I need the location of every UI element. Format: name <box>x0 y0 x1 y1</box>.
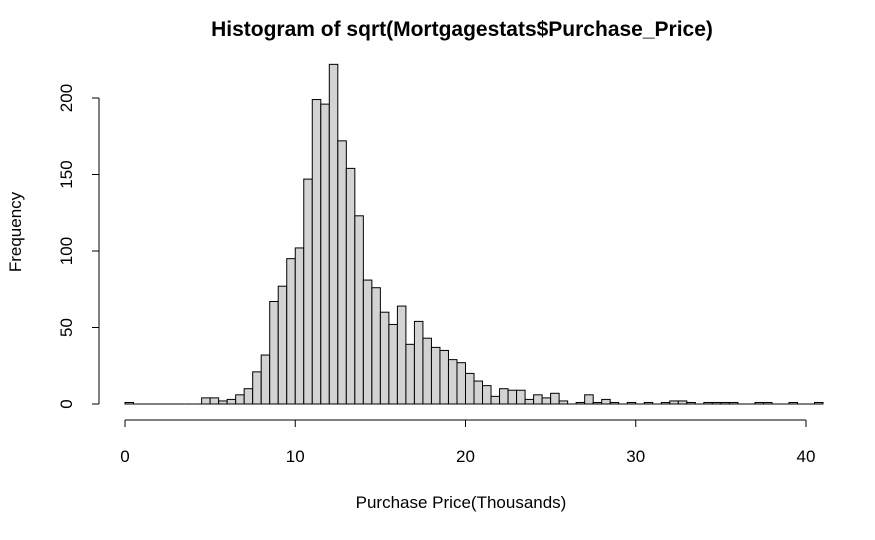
histogram-bar <box>711 401 722 405</box>
histogram-bar <box>396 305 407 405</box>
histogram-bar <box>584 394 594 405</box>
histogram-bar <box>243 388 254 405</box>
histogram-bar <box>524 398 535 405</box>
y-tick-label: 100 <box>57 237 76 265</box>
histogram-bar <box>754 401 764 405</box>
histogram-bar <box>413 320 424 405</box>
histogram-bar <box>422 337 432 405</box>
x-tick-label: 30 <box>626 447 645 466</box>
x-tick-label: 10 <box>286 447 305 466</box>
histogram-bar <box>788 401 798 405</box>
y-tick-label: 200 <box>57 84 76 112</box>
x-tick-label: 20 <box>456 447 475 466</box>
histogram-bar <box>218 400 228 405</box>
x-tick-label: 0 <box>120 447 129 466</box>
y-tick-label: 50 <box>57 318 76 337</box>
chart-title: Histogram of sqrt(Mortgagestats$Purchase… <box>211 18 713 41</box>
histogram-bar <box>720 401 730 405</box>
histogram-bar <box>362 279 373 405</box>
histogram-bar <box>430 346 441 405</box>
histogram-bar <box>703 401 713 405</box>
histogram-bar <box>252 371 262 405</box>
histogram-bar <box>226 398 237 405</box>
histogram-bar <box>728 401 739 405</box>
histogram-bar <box>345 167 356 405</box>
y-axis-label: Frequency <box>6 191 25 272</box>
histogram-bar <box>669 400 679 405</box>
histogram-bar <box>277 285 288 405</box>
histogram-bar <box>609 401 620 405</box>
y-axis: 0 50 100 150 200 <box>57 84 100 409</box>
histogram-bar <box>371 287 381 405</box>
histogram-bar <box>541 397 552 405</box>
x-axis: 0 10 20 30 40 <box>120 419 816 466</box>
histogram-bar <box>286 258 296 405</box>
histogram-bar <box>337 140 347 405</box>
histogram-bar <box>482 385 492 405</box>
histogram-bar <box>201 397 211 405</box>
histogram-bar <box>439 349 449 405</box>
histogram-bar <box>294 247 305 405</box>
x-tick-label: 40 <box>797 447 816 466</box>
histogram-bar <box>456 362 466 405</box>
histogram-bar <box>643 401 654 405</box>
histogram-bar <box>388 323 398 405</box>
histogram-bar <box>814 401 824 405</box>
histogram-bar <box>328 63 339 405</box>
y-tick-label: 150 <box>57 160 76 188</box>
histogram-bar <box>465 372 475 405</box>
histogram-bar <box>209 397 220 405</box>
x-axis-label: Purchase Price(Thousands) <box>356 493 567 512</box>
histogram-bar <box>405 343 415 405</box>
histogram-bar <box>660 401 671 405</box>
histogram-bar <box>626 401 637 405</box>
histogram-bars <box>124 63 824 405</box>
histogram-bar <box>354 215 364 405</box>
histogram-bar <box>269 300 279 405</box>
histogram-bar <box>558 400 569 405</box>
histogram-bar <box>575 401 586 405</box>
histogram-bar <box>303 178 313 405</box>
histogram-bar <box>490 395 501 405</box>
histogram-bar <box>601 398 611 405</box>
histogram-bar <box>499 388 509 405</box>
histogram-bar <box>533 394 543 405</box>
histogram-bar <box>473 380 484 405</box>
histogram-bar <box>311 99 322 405</box>
histogram-bar <box>550 392 560 405</box>
histogram-bar <box>447 359 458 405</box>
histogram-bar <box>379 311 390 405</box>
histogram-bar <box>762 401 773 405</box>
y-tick-label: 0 <box>57 399 76 408</box>
histogram-bar <box>507 389 518 405</box>
histogram-bar <box>320 103 330 405</box>
histogram-bar <box>124 401 135 405</box>
histogram-bar <box>686 401 696 405</box>
histogram-bar <box>516 389 526 405</box>
histogram-bar <box>677 400 688 405</box>
histogram-bar <box>592 401 603 405</box>
histogram-bar <box>235 394 245 405</box>
histogram-bar <box>260 354 271 405</box>
